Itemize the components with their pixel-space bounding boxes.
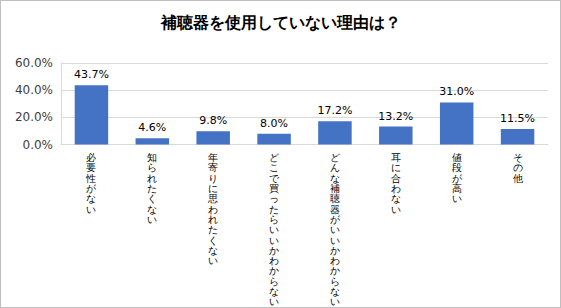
svg-text:60.0%: 60.0% [15, 56, 53, 70]
svg-text:0.0%: 0.0% [23, 138, 54, 152]
svg-text:の: の [512, 162, 523, 174]
svg-text:く: く [208, 234, 219, 246]
svg-text:か: か [269, 244, 280, 256]
svg-text:い: い [329, 224, 340, 236]
svg-text:か: か [269, 265, 280, 277]
svg-text:器: 器 [329, 203, 340, 215]
svg-text:ど: ど [329, 152, 340, 164]
svg-text:知: 知 [147, 152, 158, 164]
svg-text:っ: っ [269, 193, 280, 205]
svg-text:い: い [391, 204, 401, 215]
svg-text:な: な [329, 172, 340, 184]
svg-text:合: 合 [390, 172, 401, 184]
svg-text:で: で [269, 172, 280, 184]
svg-text:わ: わ [329, 255, 340, 267]
svg-text:な: な [147, 203, 158, 215]
svg-text:ら: ら [329, 275, 340, 287]
svg-text:が: が [86, 183, 97, 195]
svg-text:が: が [451, 172, 462, 184]
svg-text:い: い [208, 255, 218, 266]
svg-text:ら: ら [269, 275, 280, 287]
svg-text:い: い [329, 234, 340, 246]
svg-text:買: 買 [269, 183, 280, 195]
svg-text:13.2%: 13.2% [378, 110, 413, 123]
svg-text:ら: ら [269, 213, 280, 225]
svg-text:思: 思 [208, 193, 219, 205]
svg-text:補聴器を使用していない理由は？: 補聴器を使用していない理由は？ [160, 13, 401, 32]
svg-text:段: 段 [451, 162, 462, 174]
svg-text:く: く [147, 193, 158, 205]
svg-text:高: 高 [451, 183, 462, 195]
svg-text:わ: わ [269, 255, 280, 267]
svg-text:わ: わ [390, 183, 401, 195]
svg-text:こ: こ [269, 162, 280, 174]
svg-text:4.6%: 4.6% [138, 121, 166, 134]
svg-text:40.0%: 40.0% [15, 83, 53, 97]
svg-text:な: な [269, 286, 280, 297]
svg-text:か: か [329, 244, 340, 256]
svg-text:そ: そ [512, 152, 523, 164]
svg-text:耳: 耳 [390, 152, 401, 164]
svg-text:な: な [208, 244, 219, 256]
svg-text:補: 補 [329, 183, 340, 195]
svg-text:43.7%: 43.7% [74, 68, 109, 81]
svg-text:ど: ど [269, 152, 280, 164]
svg-text:か: か [329, 265, 340, 277]
svg-text:聴: 聴 [329, 193, 340, 205]
svg-text:い: い [452, 193, 462, 204]
svg-text:れ: れ [147, 172, 158, 184]
svg-text:た: た [208, 224, 219, 236]
svg-text:い: い [269, 296, 279, 307]
svg-text:8.0%: 8.0% [260, 117, 288, 130]
svg-text:ん: ん [329, 162, 340, 174]
svg-text:わ: わ [208, 203, 219, 215]
svg-text:値: 値 [451, 152, 462, 164]
svg-text:い: い [86, 204, 96, 215]
svg-text:ら: ら [147, 162, 158, 174]
svg-text:に: に [390, 162, 401, 174]
svg-text:な: な [390, 193, 401, 205]
svg-text:に: に [208, 183, 219, 195]
svg-text:要: 要 [86, 162, 97, 174]
svg-text:い: い [269, 234, 280, 246]
svg-text:20.0%: 20.0% [15, 110, 53, 124]
svg-text:が: が [329, 213, 340, 225]
svg-text:り: り [208, 172, 219, 184]
svg-text:た: た [269, 203, 280, 215]
svg-text:必: 必 [86, 152, 97, 164]
svg-text:た: た [147, 183, 158, 195]
svg-text:寄: 寄 [208, 162, 219, 174]
svg-text:い: い [269, 224, 280, 236]
svg-text:れ: れ [208, 213, 219, 225]
svg-text:い: い [147, 214, 157, 225]
svg-text:な: な [329, 286, 340, 297]
svg-text:い: い [330, 296, 340, 307]
svg-text:17.2%: 17.2% [317, 104, 352, 117]
svg-text:31.0%: 31.0% [439, 85, 474, 98]
svg-text:11.5%: 11.5% [500, 112, 535, 125]
svg-text:性: 性 [86, 172, 97, 184]
svg-text:な: な [86, 193, 97, 205]
svg-text:他: 他 [513, 173, 523, 184]
svg-text:9.8%: 9.8% [199, 114, 227, 127]
svg-text:年: 年 [208, 152, 219, 164]
